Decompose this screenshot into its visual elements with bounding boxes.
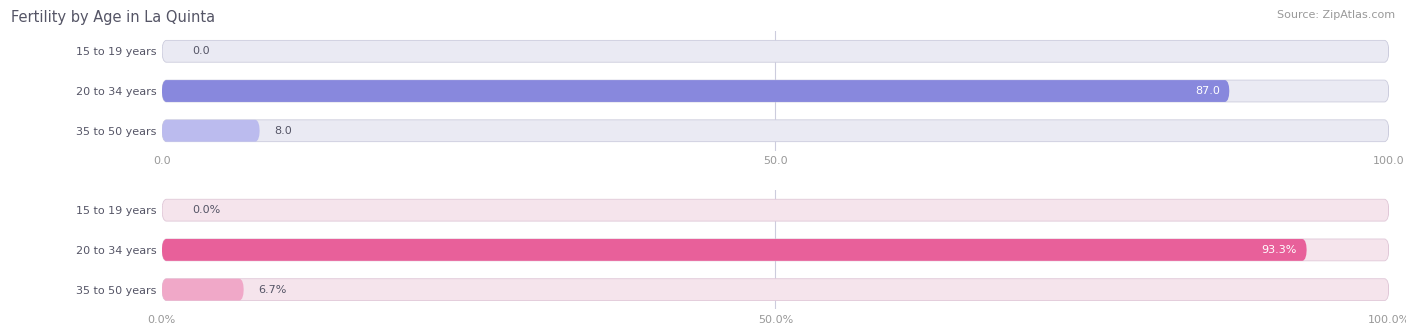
FancyBboxPatch shape xyxy=(162,80,1389,102)
Text: 93.3%: 93.3% xyxy=(1261,245,1298,255)
Text: 0.0%: 0.0% xyxy=(191,205,221,215)
FancyBboxPatch shape xyxy=(162,80,1230,102)
FancyBboxPatch shape xyxy=(162,279,1389,301)
FancyBboxPatch shape xyxy=(162,199,1389,221)
Text: 6.7%: 6.7% xyxy=(259,285,287,295)
FancyBboxPatch shape xyxy=(162,239,1389,261)
FancyBboxPatch shape xyxy=(162,239,1308,261)
Text: 8.0: 8.0 xyxy=(274,126,292,136)
Text: 0.0: 0.0 xyxy=(191,46,209,56)
FancyBboxPatch shape xyxy=(162,120,1389,142)
Text: Fertility by Age in La Quinta: Fertility by Age in La Quinta xyxy=(11,10,215,25)
FancyBboxPatch shape xyxy=(162,40,1389,62)
Text: Source: ZipAtlas.com: Source: ZipAtlas.com xyxy=(1277,10,1395,20)
FancyBboxPatch shape xyxy=(162,279,243,301)
Text: 87.0: 87.0 xyxy=(1195,86,1220,96)
FancyBboxPatch shape xyxy=(162,120,260,142)
